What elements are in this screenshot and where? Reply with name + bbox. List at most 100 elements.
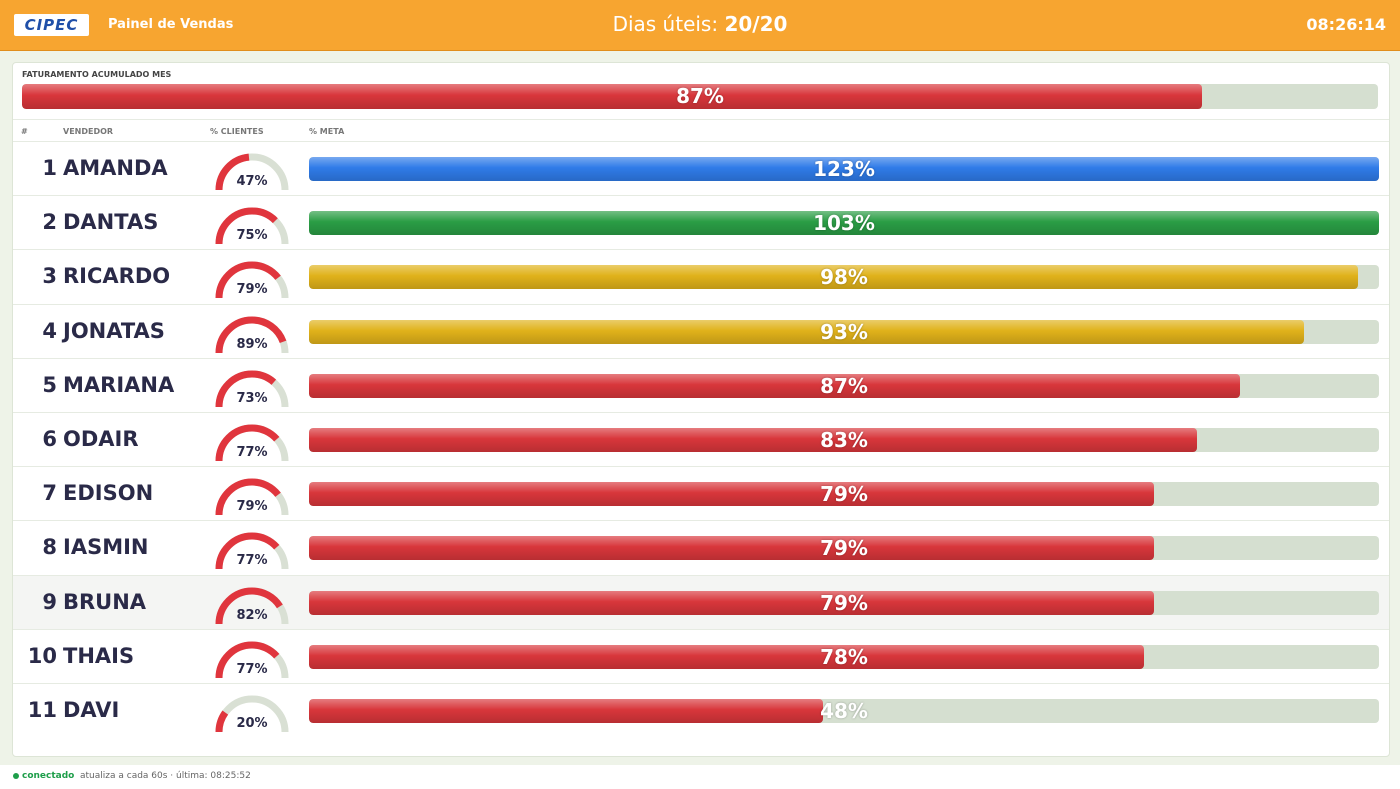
gauge-fill [215,207,289,245]
gauge: 89% [215,316,289,353]
meta-label: 103% [813,211,875,236]
row: 7 EDISON 79% 79% [13,466,1389,521]
gauge: 79% [215,261,289,299]
gauge-fill [215,641,289,678]
column-label: % CLIENTES [210,127,264,136]
gauge-label: 77% [236,445,267,460]
meta-label: 123% [813,157,875,181]
gauge: 20% [215,695,289,733]
bar [309,319,1305,344]
rank: 10 [27,643,57,668]
meta-label: 48% [820,699,868,723]
meta-track [309,265,1379,290]
seller-name: DAVI [63,698,120,722]
header: CIPEC Painel de Vendas Dias úteis: 20/20… [0,0,1400,51]
meta-label: 79% [820,536,868,561]
gauge-fill [215,695,289,733]
gauge-label: 89% [236,337,267,352]
gauge-label: 47% [236,174,267,189]
summary-label: 87% [676,84,724,108]
seller-name: JONATAS [63,318,165,343]
meta-track [309,211,1379,236]
bar [309,373,1240,398]
gauge-label: 77% [236,662,267,677]
column-label: % META [309,127,345,136]
row: 3 RICARDO 79% 98% [13,249,1389,304]
rank: 3 [42,264,57,289]
page-title: Painel de Vendas [108,17,234,32]
bar [309,482,1155,507]
meta-label: 78% [820,644,868,669]
gauge-fill [215,261,289,299]
card: FATURAMENTO ACUMULADO MES 87% # VENDEDOR… [12,62,1390,757]
logo: CIPEC [14,14,89,36]
gauge: 47% [215,153,289,191]
gauge: 77% [215,532,289,570]
footer: conectado atualiza a cada 60s · última: … [0,765,1400,789]
seller-name: MARIANA [63,372,175,397]
meta-track [309,644,1379,669]
rank: 8 [42,535,57,560]
gauge-fill [215,424,289,462]
bar [309,157,1379,181]
days-label: Dias úteis: [612,12,719,36]
seller-name: AMANDA [63,156,168,180]
clock: 08:26:14 [1306,15,1386,34]
summary-track [22,84,1378,109]
meta-track [309,319,1379,344]
status-dot [13,773,19,779]
bar [309,211,1379,236]
bar [22,84,1202,109]
row: 5 MARIANA 73% 87% [13,357,1389,413]
rank: 11 [27,698,57,722]
gauge: 77% [215,424,289,462]
gauge: 82% [215,587,289,624]
bar [309,428,1198,452]
rank: 4 [42,318,57,343]
days: Dias úteis: 20/20 [0,12,1400,36]
row: 8 IASMIN 77% 79% [13,520,1389,575]
refresh-info: atualiza a cada 60s · última: 08:25:52 [80,771,251,781]
row: 4 JONATAS 89% 93% [13,303,1389,359]
status: conectado [22,771,75,781]
gauge: 79% [215,478,289,516]
seller-name: DANTAS [63,210,159,235]
meta-label: 79% [820,590,868,615]
days-value: 20/20 [724,12,788,36]
row: 10 THAIS 77% 78% [13,628,1389,684]
meta-track [309,482,1379,507]
summary-title: FATURAMENTO ACUMULADO MES [22,70,172,79]
gauge-fill [215,153,289,191]
column-label: # [21,127,28,136]
gauge-label: 73% [236,391,267,406]
seller-name: THAIS [63,643,135,668]
row: 2 DANTAS 75% 103% [13,195,1389,250]
meta-track [309,428,1379,452]
gauge-label: 79% [236,282,267,297]
rank: 7 [42,481,57,506]
bar [309,265,1358,290]
column-header: # VENDEDOR % CLIENTES % META [13,119,1389,142]
gauge-label: 77% [236,553,267,568]
column-label: VENDEDOR [63,127,114,136]
gauge-fill [215,532,289,570]
seller-name: BRUNA [63,589,147,614]
gauge-fill [215,587,289,624]
bar [309,644,1144,669]
meta-track [309,536,1379,561]
seller-name: IASMIN [63,535,149,560]
gauge: 73% [215,370,289,407]
bar [309,536,1155,561]
meta-label: 79% [820,482,868,507]
meta-track [309,157,1379,181]
gauge: 75% [215,207,289,245]
rank: 2 [42,210,57,235]
meta-label: 93% [820,319,868,344]
gauge-label: 20% [236,716,267,731]
row: 6 ODAIR 77% 83% [13,412,1389,467]
meta-track [309,699,1379,723]
gauge-label: 75% [236,228,267,243]
meta-track [309,373,1379,398]
gauge-label: 79% [236,499,267,514]
row: 9 BRUNA 82% 79% [13,574,1389,630]
